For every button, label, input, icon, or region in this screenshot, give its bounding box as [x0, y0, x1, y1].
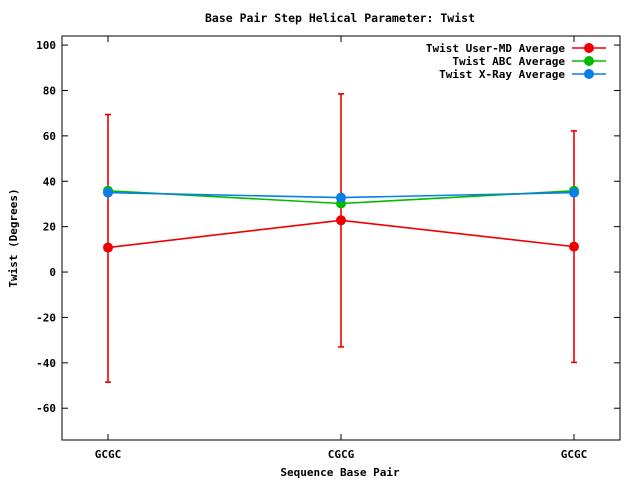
- y-tick-label: 100: [36, 39, 56, 52]
- y-tick-label: 80: [43, 84, 56, 97]
- y-tick-label: -60: [36, 402, 56, 415]
- x-tick-label: GCGC: [561, 448, 588, 461]
- series-group: [103, 93, 579, 383]
- y-tick-label: 0: [49, 266, 56, 279]
- y-tick-label: 40: [43, 175, 56, 188]
- legend-label: Twist User-MD Average: [426, 42, 565, 55]
- legend-label: Twist ABC Average: [452, 55, 565, 68]
- y-tick-label: -40: [36, 357, 56, 370]
- x-axis-label: Sequence Base Pair: [280, 466, 400, 479]
- series-layer: [103, 93, 579, 383]
- x-tick-label: GCGC: [95, 448, 122, 461]
- x-tick-label: CGCG: [328, 448, 355, 461]
- data-point: [336, 192, 346, 203]
- data-point: [103, 242, 113, 253]
- data-point: [569, 241, 579, 252]
- axis-ticks: -60 -40 -20 0 20 40 60 80 100 GCGC CGCG GCGC: [36, 36, 620, 461]
- legend-marker: [584, 43, 594, 53]
- legend-marker: [584, 56, 594, 66]
- data-point: [569, 187, 579, 198]
- legend-label: Twist X-Ray Average: [439, 68, 565, 81]
- data-point: [336, 215, 346, 226]
- legend-marker: [584, 69, 594, 79]
- series-group: [103, 187, 579, 203]
- y-axis-label: Twist (Degrees): [7, 188, 20, 287]
- y-tick-label: 60: [43, 130, 56, 143]
- chart-title: Base Pair Step Helical Parameter: Twist: [205, 11, 475, 25]
- y-tick-label: 20: [43, 221, 56, 234]
- y-tick-label: -20: [36, 311, 56, 324]
- data-point: [103, 187, 113, 198]
